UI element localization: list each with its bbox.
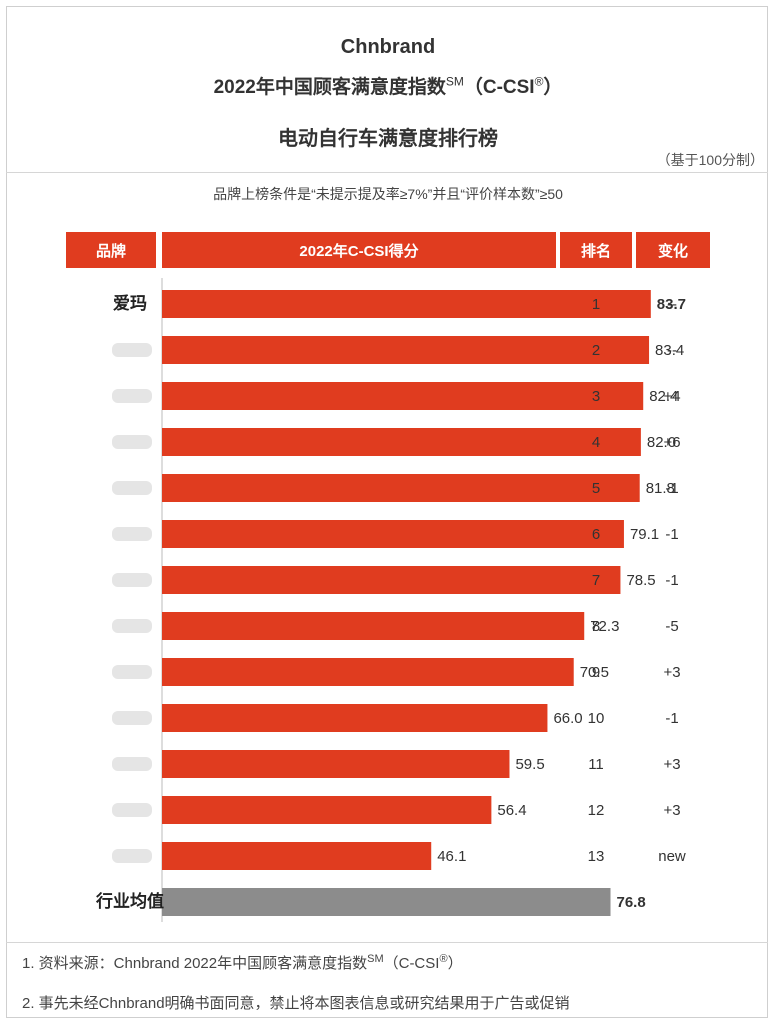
bar: [162, 704, 548, 732]
footnote-source: 1. 资料来源：Chnbrand 2022年中国顾客满意度指数SM（C-CSI®…: [22, 953, 463, 972]
change-label: -5: [665, 618, 678, 635]
blurred-brand-label: [112, 389, 152, 403]
blurred-brand-label: [112, 573, 152, 587]
column-header-rank: 排名: [560, 232, 632, 268]
change-label: -1: [665, 572, 678, 589]
rank-label: 2: [592, 342, 600, 359]
bar-value-label: 70.5: [580, 664, 609, 681]
bar: [162, 336, 650, 364]
blurred-brand-label: [112, 481, 152, 495]
scale-note: （基于100分制）: [656, 152, 764, 168]
change-label: +3: [663, 756, 680, 773]
bar: [162, 842, 432, 870]
change-label: --: [667, 342, 677, 359]
bar-value-label: 72.3: [590, 618, 619, 635]
blurred-brand-label: [112, 619, 152, 633]
bar: [162, 290, 651, 318]
change-label: new: [658, 848, 686, 865]
chart-brand-title: Chnbrand: [340, 36, 436, 58]
blurred-brand-label: [112, 711, 152, 725]
rank-label: 8: [592, 618, 600, 635]
rank-label: 7: [592, 572, 600, 589]
change-label: +4: [663, 388, 680, 405]
bar-value-label: 82.4: [649, 388, 678, 405]
bar-value-label: 83.7: [657, 296, 686, 313]
blurred-brand-label: [112, 849, 152, 863]
average-value-label: 76.8: [617, 894, 646, 911]
chart-subtitle: 电动自行车满意度排行榜: [278, 128, 498, 150]
bar-value-label: 83.4: [655, 342, 684, 359]
satisfaction-bar-chart: 83.7爱玛 1 --83.42 --82.43 +482.04 +681.85 -179.…: [95, 278, 686, 922]
bar: [162, 382, 644, 410]
criteria-note: 品牌上榜条件是“未提示提及率≥7%”并且“评价样本数”≥50: [213, 186, 563, 202]
rank-label: 1: [592, 296, 600, 313]
change-label: +3: [663, 664, 680, 681]
rank-label: 11: [588, 756, 604, 773]
footer-divider: [6, 942, 768, 943]
rank-label: 12: [588, 802, 605, 819]
change-label: -1: [665, 526, 678, 543]
bar: [162, 612, 585, 640]
rank-label: 9: [592, 664, 600, 681]
blurred-brand-label: [112, 757, 152, 771]
blurred-brand-label: [112, 435, 152, 449]
bar: [162, 474, 640, 502]
bar: [162, 566, 621, 594]
bar-value-label: 79.1: [630, 526, 659, 543]
bar-value-label: 81.8: [646, 480, 675, 497]
bar: [162, 428, 641, 456]
bar: [162, 796, 492, 824]
bar-value-label: 66.0: [553, 710, 582, 727]
bar-value-label: 59.5: [515, 756, 544, 773]
bar-value-label: 82.0: [647, 434, 676, 451]
rank-label: 3: [592, 388, 600, 405]
change-label: -1: [665, 480, 678, 497]
bar-value-label: 46.1: [437, 848, 466, 865]
footnote-disclaimer: 2. 事先未经Chnbrand明确书面同意，禁止将本图表信息或研究结果用于广告或…: [22, 995, 570, 1012]
change-label: -1: [665, 710, 678, 727]
rank-label: 10: [588, 710, 605, 727]
brand-label: 爱玛: [113, 293, 147, 313]
change-label: --: [667, 296, 677, 313]
average-bar: [162, 888, 611, 916]
bar: [162, 520, 624, 548]
blurred-brand-label: [112, 527, 152, 541]
blurred-brand-label: [112, 665, 152, 679]
bar-value-label: 56.4: [497, 802, 526, 819]
rank-label: 5: [592, 480, 600, 497]
column-header-score: 2022年C-CSI得分: [162, 232, 556, 268]
column-header-change: 变化: [636, 232, 710, 268]
blurred-brand-label: [112, 343, 152, 357]
industry-average-label: 行业均值: [95, 891, 164, 911]
chart-frame: [6, 6, 768, 1018]
header-divider: [6, 172, 768, 173]
bar: [162, 658, 574, 686]
blurred-brand-label: [112, 803, 152, 817]
rank-label: 13: [588, 848, 605, 865]
change-label: +3: [663, 802, 680, 819]
rank-label: 6: [592, 526, 600, 543]
change-label: +6: [663, 434, 680, 451]
column-header-brand: 品牌: [66, 232, 156, 268]
rank-label: 4: [592, 434, 600, 451]
bar-value-label: 78.5: [626, 572, 655, 589]
bar: [162, 750, 510, 778]
chart-index-title: 2022年中国顾客满意度指数SM（C-CSI®）: [213, 74, 563, 98]
